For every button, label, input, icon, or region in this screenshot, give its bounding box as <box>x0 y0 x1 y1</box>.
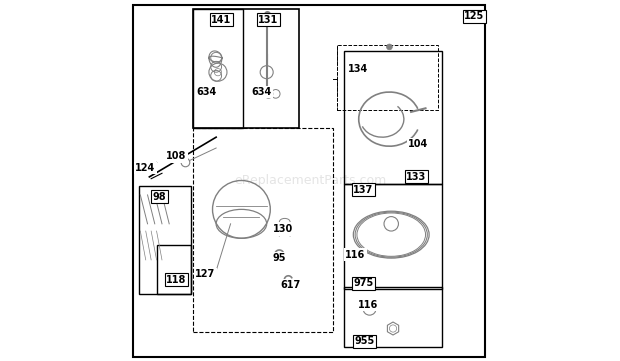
Text: 131: 131 <box>259 15 278 25</box>
Text: 134: 134 <box>348 64 368 74</box>
Text: 955: 955 <box>355 336 375 346</box>
Text: 141: 141 <box>211 15 232 25</box>
Text: eReplacementParts.com: eReplacementParts.com <box>234 174 386 187</box>
Circle shape <box>386 44 392 50</box>
Text: 634: 634 <box>251 87 272 97</box>
Text: 133: 133 <box>406 172 427 182</box>
Text: 108: 108 <box>166 151 187 161</box>
Text: 137: 137 <box>353 184 374 195</box>
Text: 130: 130 <box>273 224 293 234</box>
Text: 127: 127 <box>195 269 215 279</box>
Text: 634: 634 <box>197 87 216 97</box>
Text: 104: 104 <box>408 139 428 149</box>
Text: 124: 124 <box>135 163 156 173</box>
Text: 118: 118 <box>166 275 187 285</box>
Text: 617: 617 <box>280 280 300 290</box>
Text: 975: 975 <box>353 278 374 288</box>
Text: 95: 95 <box>272 253 286 263</box>
Circle shape <box>181 158 190 167</box>
Text: 116: 116 <box>358 300 378 310</box>
Text: 125: 125 <box>464 11 484 21</box>
Text: 116: 116 <box>345 249 365 260</box>
Text: 98: 98 <box>153 192 166 202</box>
